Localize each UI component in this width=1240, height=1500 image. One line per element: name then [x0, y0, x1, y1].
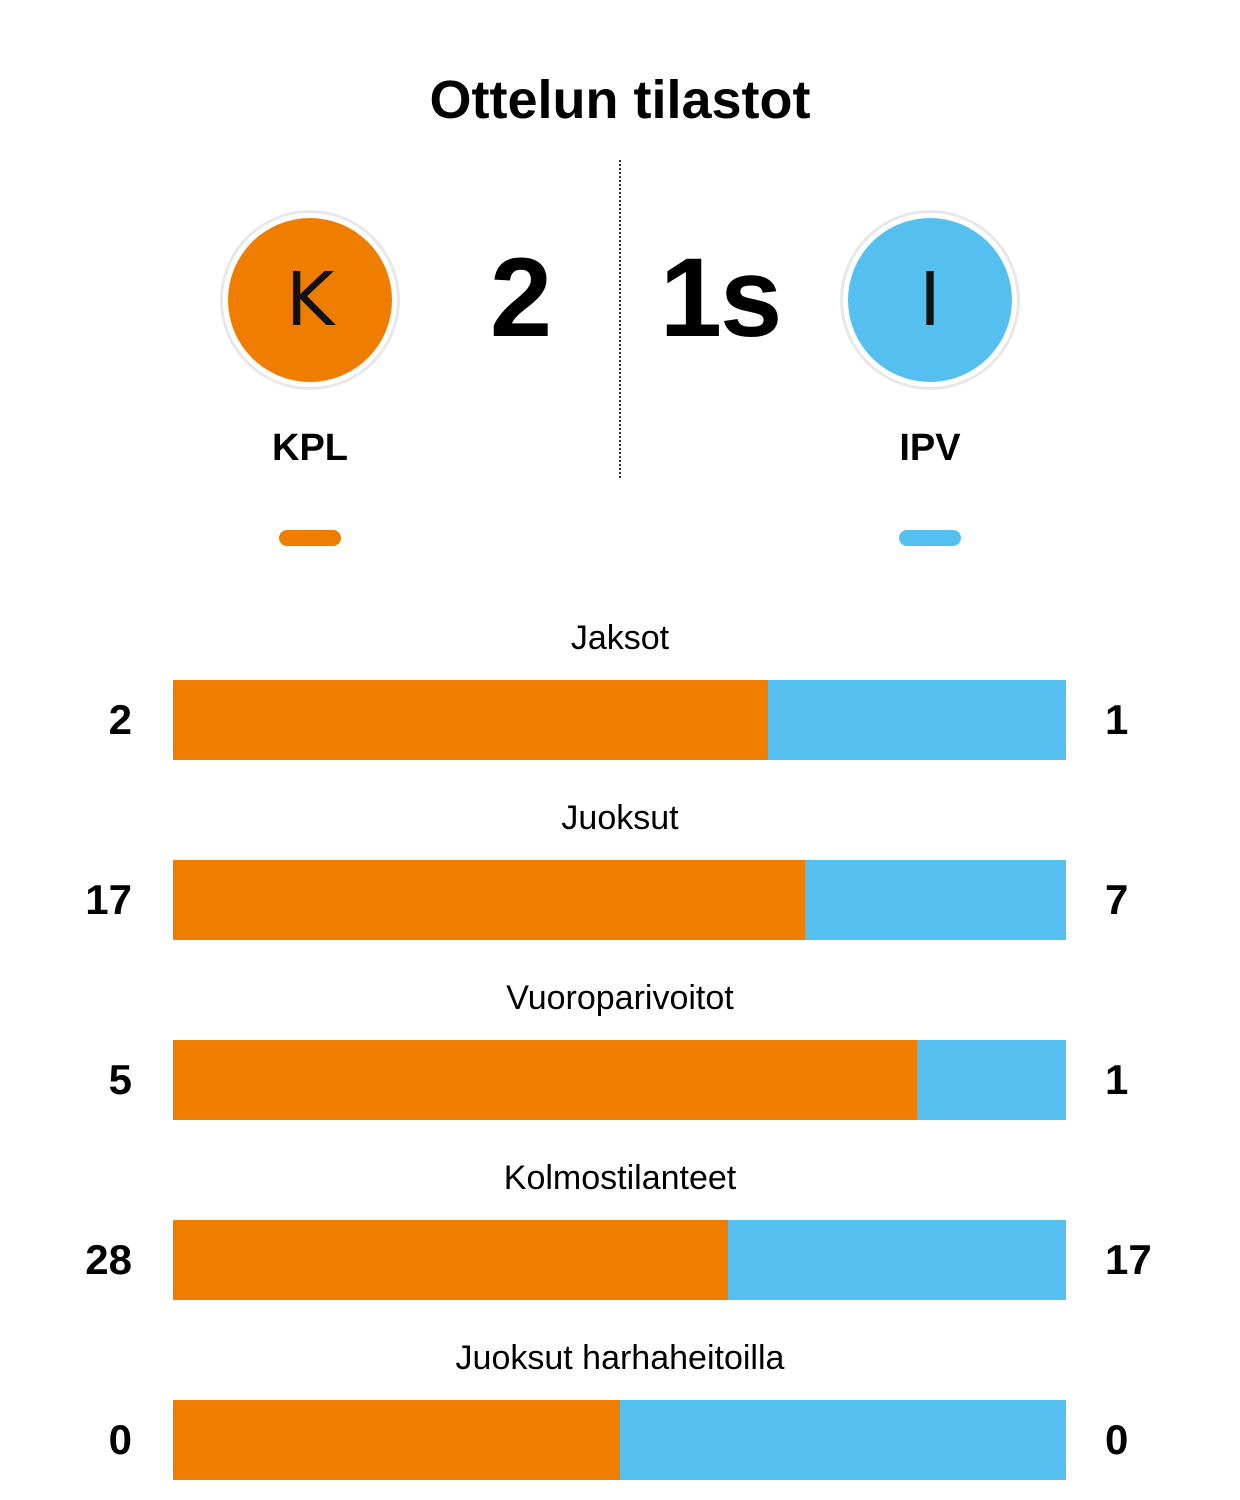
stat-bar-away-segment — [619, 1400, 1066, 1480]
score-divider — [619, 160, 621, 478]
stat-bar-home-segment — [173, 1220, 729, 1300]
home-color-swatch — [279, 530, 341, 546]
away-team-logo: I — [840, 210, 1020, 390]
stat-bar-away-segment — [728, 1220, 1066, 1300]
stat-bar-away-segment — [916, 1040, 1066, 1120]
stat-bar-home-segment — [173, 680, 768, 760]
stat-label: Juoksut harhaheitoilla — [455, 1339, 785, 1377]
stat-bar — [173, 1400, 1066, 1480]
stat-label: Juoksut — [561, 799, 679, 837]
home-team-logo: K — [220, 210, 400, 390]
away-team-name: IPV — [899, 427, 961, 469]
away-color-swatch — [899, 530, 961, 546]
stat-label: Kolmostilanteet — [503, 1159, 737, 1197]
away-score: 1s — [659, 235, 783, 360]
stat-away-value: 0 — [1105, 1416, 1129, 1463]
home-logo-letter: K — [228, 218, 392, 382]
stat-away-value: 1 — [1105, 696, 1129, 743]
home-team-name: KPL — [272, 427, 348, 469]
stat-home-value: 28 — [85, 1236, 132, 1283]
stat-bar-home-segment — [173, 1040, 917, 1120]
stat-bar-away-segment — [805, 860, 1066, 940]
stat-bar — [173, 1220, 1066, 1300]
stat-label: Vuoroparivoitot — [506, 979, 734, 1017]
stat-home-value: 2 — [108, 696, 132, 743]
stat-home-value: 0 — [108, 1416, 132, 1463]
stat-away-value: 17 — [1105, 1236, 1152, 1283]
stat-bar-home-segment — [173, 860, 806, 940]
stat-bar — [173, 860, 1066, 940]
stat-away-value: 7 — [1105, 876, 1129, 923]
away-logo-letter: I — [848, 218, 1012, 382]
stat-bar-away-segment — [767, 680, 1066, 760]
stat-bar — [173, 1040, 1066, 1120]
stat-home-value: 17 — [85, 876, 132, 923]
page-title: Ottelun tilastot — [429, 70, 811, 130]
home-score: 2 — [489, 235, 552, 360]
stat-label: Jaksot — [570, 619, 670, 657]
stat-bar-home-segment — [173, 1400, 620, 1480]
stat-home-value: 5 — [108, 1056, 132, 1103]
stat-bar — [173, 680, 1066, 760]
stat-away-value: 1 — [1105, 1056, 1129, 1103]
